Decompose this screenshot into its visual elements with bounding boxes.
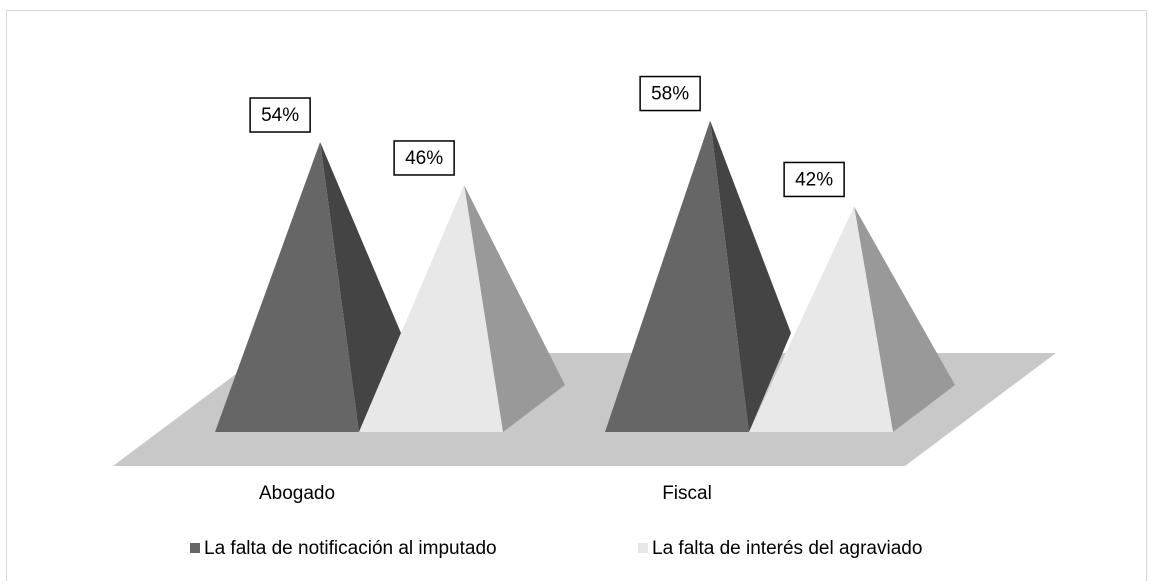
data-label: 54% xyxy=(261,105,299,126)
data-label: 46% xyxy=(405,148,443,169)
category-label: Fiscal xyxy=(662,483,712,504)
legend-swatch xyxy=(638,543,648,553)
data-label-box xyxy=(249,97,311,133)
legend-label: La falta de notificación al imputado xyxy=(204,538,497,559)
pyramid-front xyxy=(605,120,749,432)
pyramid-side xyxy=(464,184,565,432)
chart-frame xyxy=(6,10,1147,586)
data-label-box xyxy=(393,140,455,176)
pyramid-front xyxy=(749,206,893,432)
data-label: 42% xyxy=(795,169,833,190)
legend-swatch xyxy=(190,543,200,553)
data-label-box xyxy=(783,161,845,198)
data-label-box xyxy=(639,75,701,112)
data-label: 58% xyxy=(651,84,689,105)
legend-label: La falta de interés del agraviado xyxy=(652,538,922,559)
category-label: Abogado xyxy=(259,483,335,504)
pyramid-side xyxy=(854,206,955,432)
pyramid-front xyxy=(359,184,503,432)
pyramid-front xyxy=(215,142,359,432)
pyramid-side xyxy=(710,120,791,432)
pyramid-side xyxy=(320,142,401,432)
